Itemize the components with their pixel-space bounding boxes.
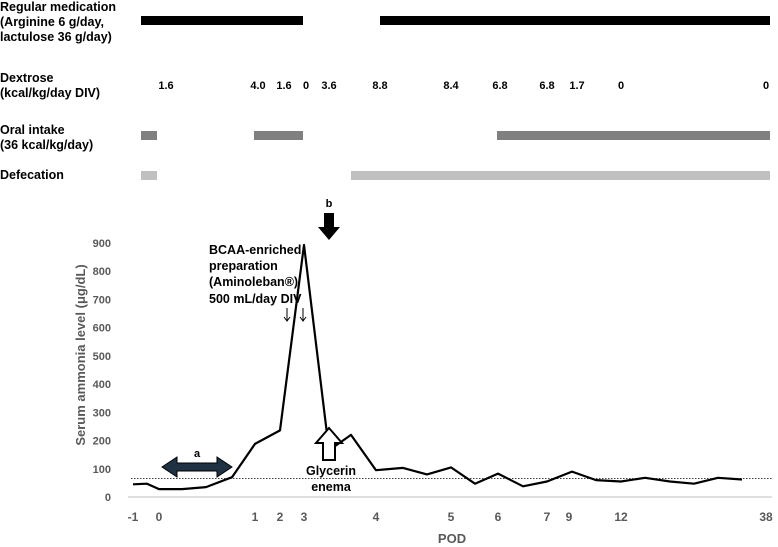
dextrose-label-line2: (kcal/kg/day DIV) <box>0 86 101 100</box>
dextrose-value: 0 <box>617 80 625 92</box>
y-tick-label: 400 <box>93 379 111 391</box>
x-tick-label: 4 <box>373 510 380 524</box>
y-tick-label: 200 <box>93 436 111 448</box>
dextrose-value: 1.6 <box>158 80 174 92</box>
x-tick-label: 5 <box>448 510 455 524</box>
dextrose-value: 6.8 <box>539 80 555 92</box>
up-arrow-icon <box>313 426 345 461</box>
x-tick-label: 38 <box>759 510 773 524</box>
oral-intake-bar-1 <box>141 131 157 140</box>
x-tick-label: 3 <box>301 510 308 524</box>
x-tick-label: 7 <box>544 510 551 524</box>
dextrose-value: 1.7 <box>569 80 585 92</box>
small-down-arrow-icon <box>283 308 291 322</box>
x-tick-label: 1 <box>252 510 259 524</box>
oral-intake-label-line1: Oral intake <box>0 123 65 137</box>
x-axis-ticks: -1 0 1 2 3 4 5 6 7 9 12 38 <box>128 510 773 524</box>
oral-intake-bar-3 <box>497 131 770 140</box>
regular-medication-bar-2 <box>380 16 770 25</box>
bcaa-annotation-line3: (Aminoleban®) <box>209 275 298 289</box>
y-tick-label: 0 <box>105 492 111 504</box>
dextrose-label: Dextrose (kcal/kg/day DIV) <box>0 71 100 101</box>
dextrose-value: 4.0 <box>250 80 266 92</box>
y-tick-label: 300 <box>93 407 111 419</box>
dextrose-label-line1: Dextrose <box>0 71 54 85</box>
x-tick-label: 6 <box>495 510 502 524</box>
y-tick-label: 600 <box>93 323 111 335</box>
oral-intake-label: Oral intake (36 kcal/kg/day) <box>0 123 93 153</box>
oral-intake-bar-2 <box>254 131 303 140</box>
x-tick-label: 0 <box>156 510 163 524</box>
x-tick-label: 9 <box>566 510 573 524</box>
y-tick-label: 100 <box>93 464 111 476</box>
glycerin-annotation-line2: enema <box>311 480 352 494</box>
double-arrow-icon <box>161 456 233 478</box>
bcaa-annotation-line4: 500 mL/day DIV <box>209 292 302 306</box>
dextrose-value: 6.8 <box>492 80 508 92</box>
y-tick-label: 700 <box>93 294 111 306</box>
y-axis-ticks: 0 100 200 300 400 500 600 700 800 900 <box>93 238 111 504</box>
dextrose-value: 3.6 <box>321 80 337 92</box>
small-down-arrow-icon <box>299 308 307 322</box>
dextrose-value: 0 <box>762 80 770 92</box>
x-tick-label: -1 <box>128 510 139 524</box>
regular-medication-bar-1 <box>141 16 303 25</box>
regular-medication-label-line1: Regular medication <box>0 0 116 14</box>
marker-a-label: a <box>194 448 201 460</box>
ammonia-series-line <box>132 243 743 491</box>
defecation-bar-1 <box>141 171 157 180</box>
dextrose-value: 0 <box>302 80 310 92</box>
x-tick-label: 12 <box>614 510 628 524</box>
oral-intake-label-line2: (36 kcal/kg/day) <box>0 138 94 152</box>
dextrose-value: 1.6 <box>276 80 292 92</box>
dextrose-value: 8.4 <box>443 80 459 92</box>
y-tick-label: 500 <box>93 351 111 363</box>
defecation-label: Defecation <box>0 168 64 182</box>
bcaa-annotation-line1: BCAA-enriched <box>209 243 301 257</box>
down-arrow-icon <box>318 213 340 240</box>
glycerin-annotation-line1: Glycerin <box>306 464 356 478</box>
x-tick-label: 2 <box>277 510 284 524</box>
defecation-bar-2 <box>351 171 770 180</box>
dextrose-value: 8.8 <box>372 80 388 92</box>
y-tick-label: 800 <box>93 266 111 278</box>
regular-medication-label-line3: lactulose 36 g/day) <box>0 30 112 44</box>
y-tick-label: 900 <box>93 238 111 250</box>
bcaa-annotation-line2: preparation <box>209 259 278 273</box>
y-axis-label: Serum ammonia level (μg/dL) <box>73 264 88 445</box>
marker-b-label: b <box>326 198 333 210</box>
regular-medication-label: Regular medication (Arginine 6 g/day, la… <box>0 0 116 45</box>
regular-medication-label-line2: (Arginine 6 g/day, <box>0 15 104 29</box>
x-axis-label: POD <box>438 531 466 546</box>
